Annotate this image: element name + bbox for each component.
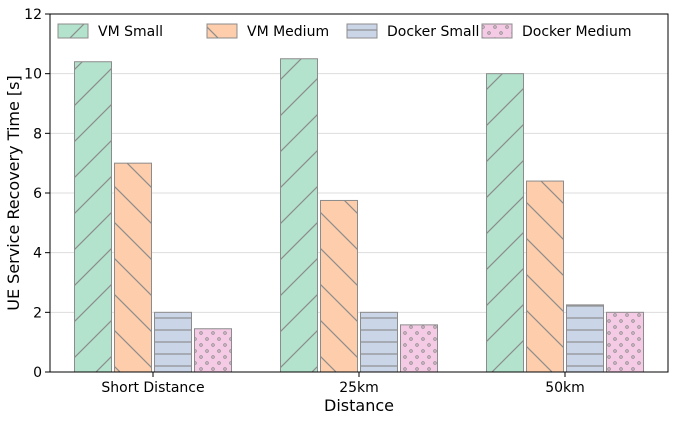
x-axis-label: Distance [324,396,394,415]
bar [320,199,358,373]
y-tick-label: 6 [33,186,42,202]
legend: VM Small VM Medium Docker Small Docker Medi… [57,23,631,40]
bar-hatch [154,311,192,373]
bar [74,61,112,373]
legend-item: Docker Medium [481,23,631,40]
y-axis-label: UE Service Recovery Time [s] [4,75,23,310]
bar [526,180,564,373]
legend-swatch [206,23,238,39]
bar-hatch [486,73,524,373]
y-axis: 0 2 4 6 8 10 12 [24,7,50,381]
bar-hatch [74,61,112,373]
legend-label: Docker Small [387,24,479,40]
bar-hatch [566,304,604,373]
legend-label: VM Small [98,24,163,40]
bar [280,58,318,373]
bar [400,324,438,373]
x-tick-label: Short Distance [101,380,204,396]
bar-hatch [320,199,358,373]
bar [114,162,152,373]
bar [194,328,232,373]
legend-swatch [346,23,378,39]
x-tick-label: 50km [545,380,585,396]
grid-lines [50,73,668,313]
bar [486,73,524,373]
legend-item: VM Medium [206,23,329,40]
bar-hatch [360,311,398,373]
bar [154,311,192,373]
legend-label: VM Medium [247,24,329,40]
legend-label: Docker Medium [522,24,631,40]
x-axis: Short Distance 25km 50km [101,372,585,396]
legend-swatch [481,23,513,39]
y-tick-label: 4 [33,246,42,262]
bar-hatch [400,324,438,373]
legend-item: VM Small [57,23,163,40]
bar-hatch [114,162,152,373]
y-tick-label: 12 [24,7,42,23]
legend-item: Docker Small [346,23,479,40]
x-tick-label: 25km [339,380,379,396]
bar [566,304,604,373]
bar-hatch [606,311,644,373]
bar-hatch [280,58,318,373]
y-tick-label: 2 [33,305,42,321]
y-tick-label: 0 [33,365,42,381]
bar-hatch [194,328,232,373]
y-tick-label: 8 [33,126,42,142]
legend-swatch [57,23,89,39]
bar-hatch [526,180,564,373]
bars [74,58,644,373]
y-tick-label: 10 [24,67,42,83]
bar [606,311,644,373]
bar [360,311,398,373]
